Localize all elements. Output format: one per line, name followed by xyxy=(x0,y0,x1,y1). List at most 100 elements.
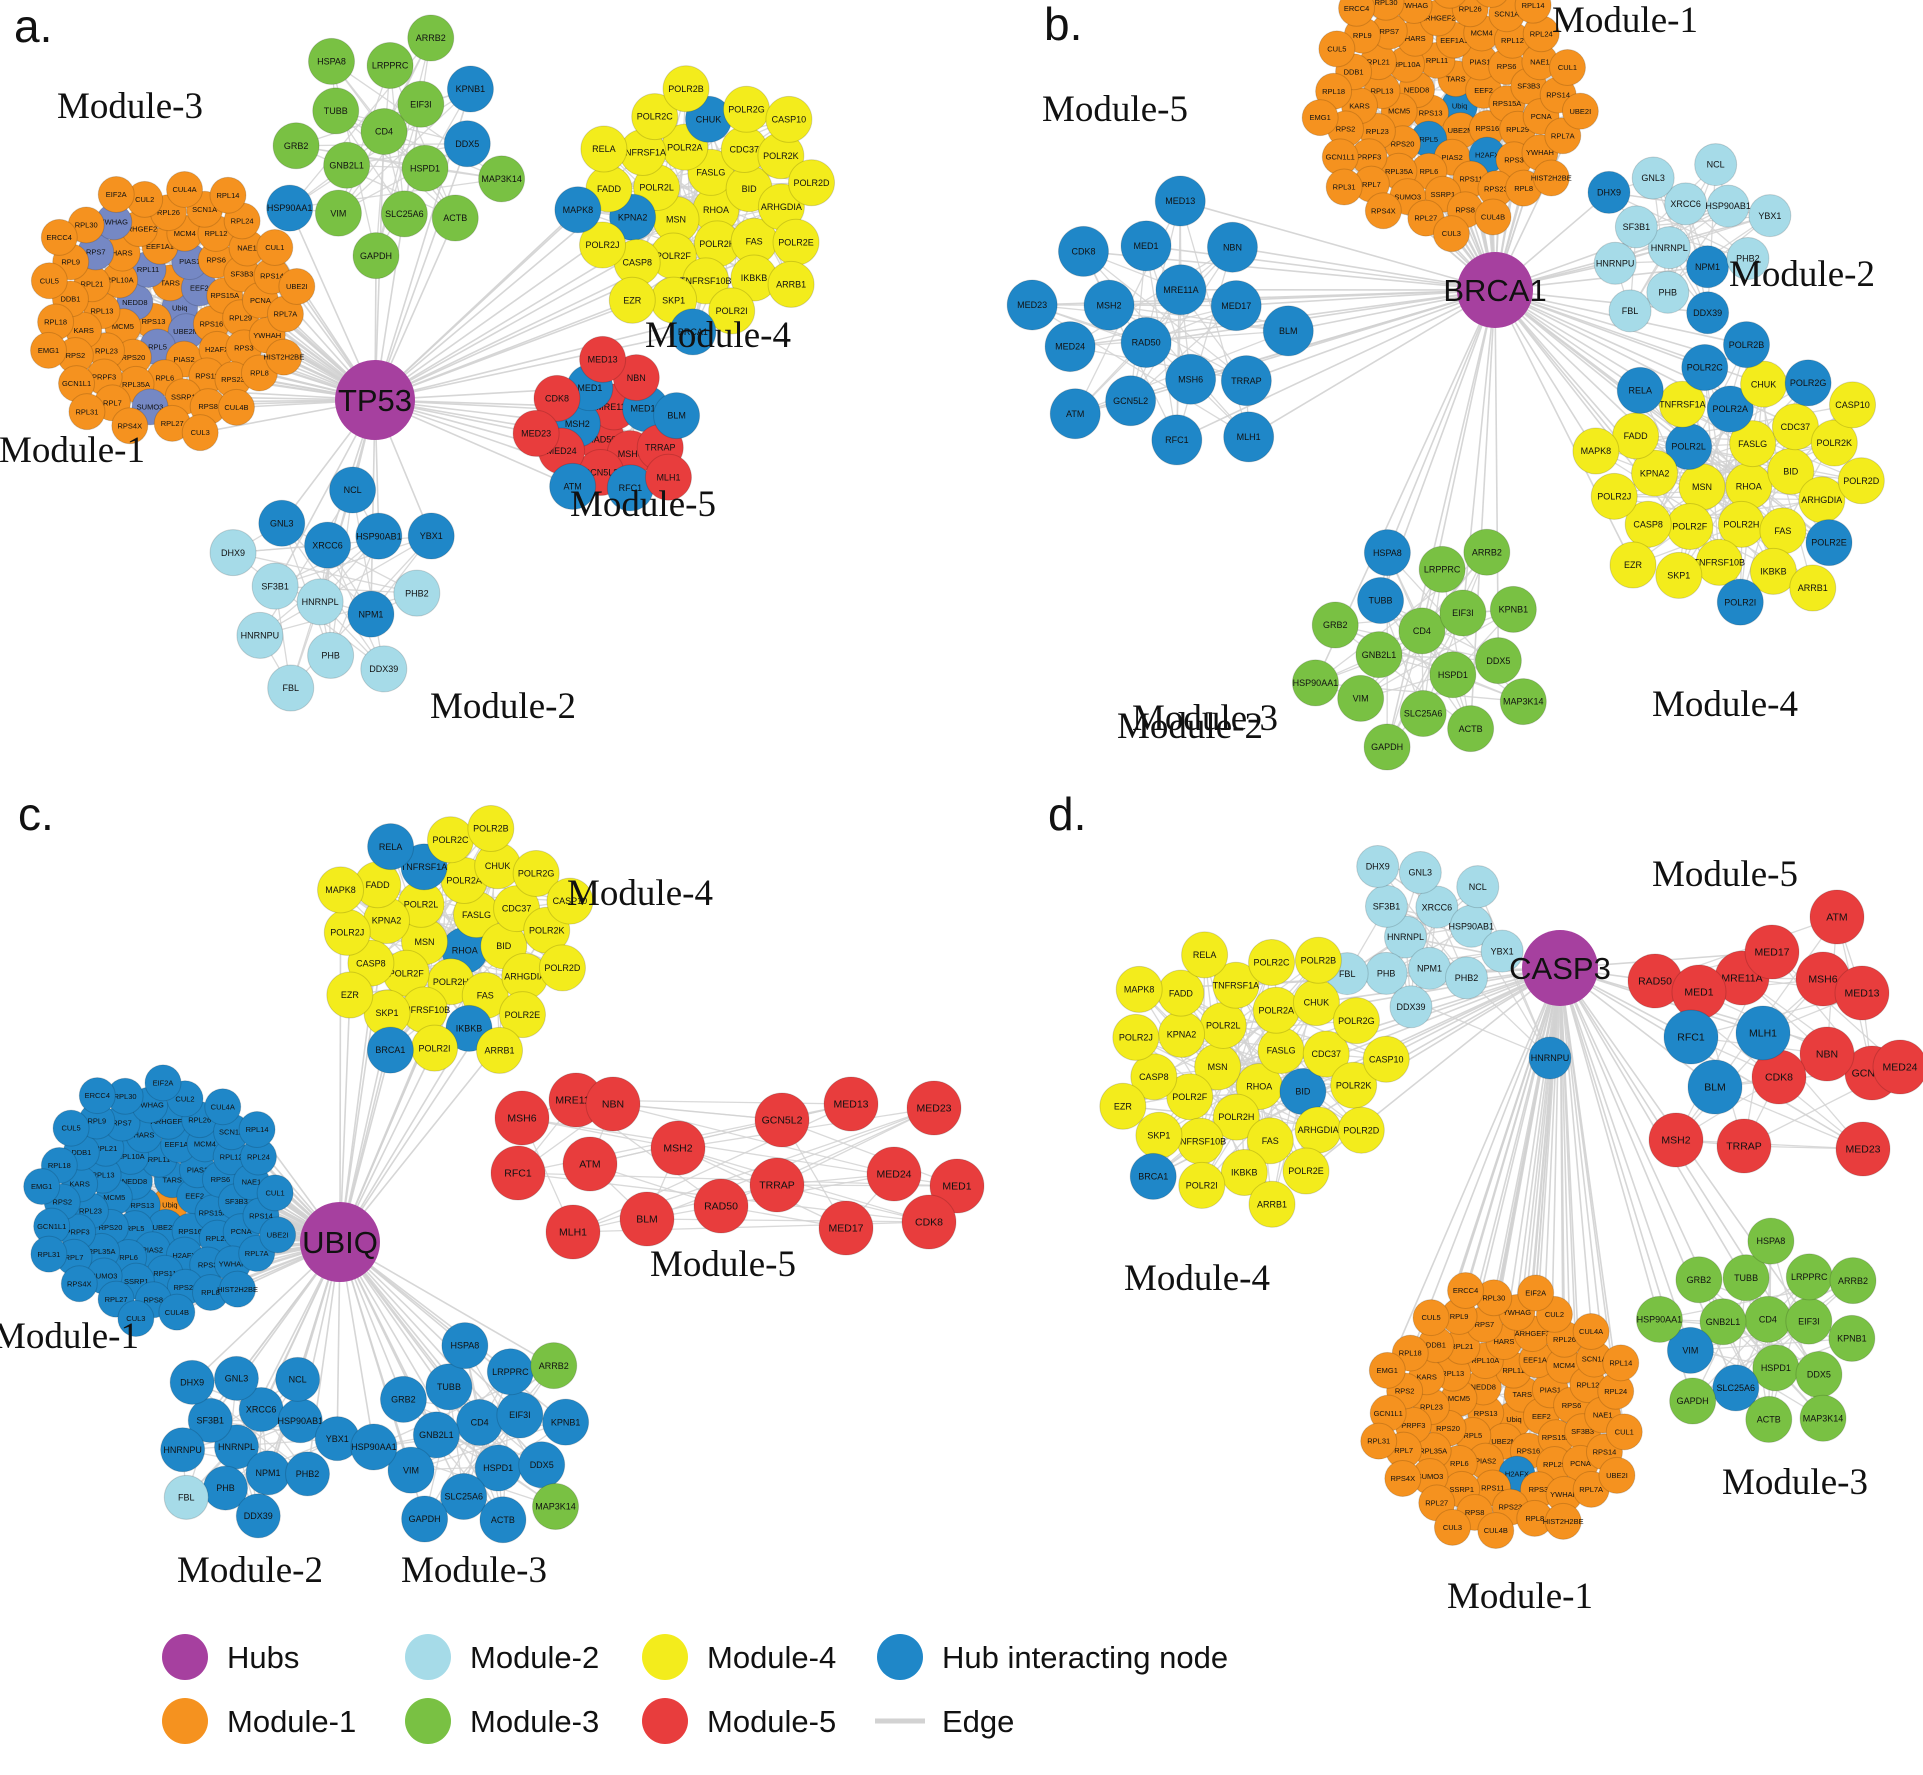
node-label: RFC1 xyxy=(1677,1032,1705,1044)
node-label: YWHAH xyxy=(253,331,281,340)
node-label: ARRB1 xyxy=(776,280,806,290)
node-MLH1 xyxy=(1223,411,1275,463)
edge xyxy=(1559,967,1692,1351)
node-label: POLR2B xyxy=(668,84,704,94)
node-label: NPM1 xyxy=(1695,262,1720,272)
node-label: SF3B1 xyxy=(261,581,289,591)
node-label: RPS16 xyxy=(199,319,223,328)
node-label: RPL30 xyxy=(114,1092,137,1101)
node-label: RPS23 xyxy=(221,375,245,384)
node-CUL4A xyxy=(1572,1313,1610,1351)
node-label: RPL13 xyxy=(1371,86,1394,95)
node-label: POLR2B xyxy=(1729,340,1765,350)
node-label: RPL7A xyxy=(1551,131,1575,140)
node-label: RPL31 xyxy=(37,1250,60,1259)
node-label: KPNA2 xyxy=(1167,1029,1197,1039)
node-label: RPL18 xyxy=(1322,87,1345,96)
node-label: POLR2K xyxy=(1336,1080,1372,1090)
node-label: RPS6 xyxy=(211,1175,231,1184)
edge xyxy=(1503,967,1561,1342)
node-BLM xyxy=(1262,305,1314,357)
edge xyxy=(1494,289,1690,448)
node-label: TRRAP xyxy=(759,1180,795,1192)
edge xyxy=(389,65,456,219)
node-label: NPM1 xyxy=(256,1468,281,1478)
node-label: RPL26 xyxy=(1459,4,1482,13)
node-CUL5 xyxy=(1412,1299,1450,1337)
node-label: POLR2L xyxy=(639,183,674,193)
node-label: RPL7A xyxy=(1579,1485,1603,1494)
node-ACTB xyxy=(431,194,479,242)
node-GCN5L2 xyxy=(754,1092,810,1148)
node-label: BLM xyxy=(667,411,686,421)
node-label: ACTB xyxy=(443,213,467,223)
node-label: FAS xyxy=(1262,1136,1279,1146)
node-MSH6 xyxy=(1165,353,1217,405)
node-label: RPL29 xyxy=(206,1234,229,1243)
node-label: CUL3 xyxy=(126,1314,145,1323)
node-label: POLR2K xyxy=(529,925,565,935)
node-label: MRE11A xyxy=(596,402,631,412)
node-HSPA8 xyxy=(1747,1217,1795,1265)
node-label: PCNA xyxy=(1531,112,1552,121)
node-label: NPM1 xyxy=(1417,964,1442,974)
node-label: YBX1 xyxy=(1491,946,1514,956)
node-label: POLR2J xyxy=(1119,1033,1153,1043)
node-label: DDX39 xyxy=(1693,308,1722,318)
node-label: SLC25A6 xyxy=(1717,1383,1756,1393)
node-ARRB1 xyxy=(1789,564,1837,612)
node-label: POLR2A xyxy=(1258,1005,1294,1015)
node-RFC1 xyxy=(490,1145,546,1201)
node-label: HSPA8 xyxy=(1756,1236,1785,1246)
node-label: TUBB xyxy=(1734,1273,1758,1283)
node-UBE2I xyxy=(1561,92,1599,130)
node-ERCC4 xyxy=(1338,0,1376,27)
node-label: POLR2F xyxy=(1172,1092,1208,1102)
node-label: RPL30 xyxy=(75,221,98,230)
node-label: HNRNPL xyxy=(1387,932,1424,942)
node-VIM xyxy=(387,1446,435,1494)
node-label: PIAS2 xyxy=(173,355,194,364)
node-EIF2A xyxy=(144,1064,182,1102)
node-CD4 xyxy=(1398,607,1446,655)
node-POLR2G xyxy=(512,849,560,897)
node-HSP90AA1 xyxy=(350,1423,398,1471)
node-label: RPS2 xyxy=(66,351,86,360)
edge xyxy=(1534,967,1561,1294)
edge xyxy=(1180,200,1496,291)
node-label: RPL7 xyxy=(1394,1446,1413,1455)
node-label: HIST2H2BE xyxy=(1543,1517,1584,1526)
node-TRRAP xyxy=(749,1157,805,1213)
node-label: TNFRSF1A xyxy=(401,862,448,872)
node-label: RPS2 xyxy=(52,1198,72,1207)
node-label: UBE2I xyxy=(1570,107,1592,116)
node-label: RAD50 xyxy=(1132,338,1161,348)
node-label: POLR2D xyxy=(1343,1125,1380,1135)
node-PHB2 xyxy=(393,569,441,617)
node-MED13 xyxy=(1154,175,1206,227)
module-label-module-2: Module-2 xyxy=(1729,254,1875,295)
node-DHX9 xyxy=(1356,845,1400,889)
node-label: IKBKB xyxy=(456,1023,483,1033)
node-POLR2D xyxy=(538,944,586,992)
legend-label: Module-2 xyxy=(470,1640,599,1675)
node-label: PRPF3 xyxy=(66,1228,90,1237)
node-TUBB xyxy=(312,87,360,135)
edge xyxy=(646,1218,930,1223)
node-label: ARRB1 xyxy=(1257,1199,1287,1209)
node-label: POLR2K xyxy=(1817,438,1853,448)
node-label: MED1 xyxy=(942,1181,971,1193)
node-label: RPL8 xyxy=(1525,1514,1544,1523)
node-label: RPL35A xyxy=(1419,1446,1447,1455)
edge xyxy=(1246,289,1496,382)
node-label: EEF2 xyxy=(190,284,209,293)
node-label: UBE2I xyxy=(286,282,308,291)
node-label: RPS11 xyxy=(1459,175,1482,184)
node-label: EZR xyxy=(341,990,360,1000)
node-label: MSN xyxy=(666,215,686,225)
legend-label: Module-3 xyxy=(470,1704,599,1739)
node-label: XRCC6 xyxy=(1670,199,1701,209)
node-TRRAP xyxy=(1716,1118,1772,1174)
node-KPNB1 xyxy=(542,1398,590,1446)
node-label: EEF1A1 xyxy=(1440,36,1468,45)
